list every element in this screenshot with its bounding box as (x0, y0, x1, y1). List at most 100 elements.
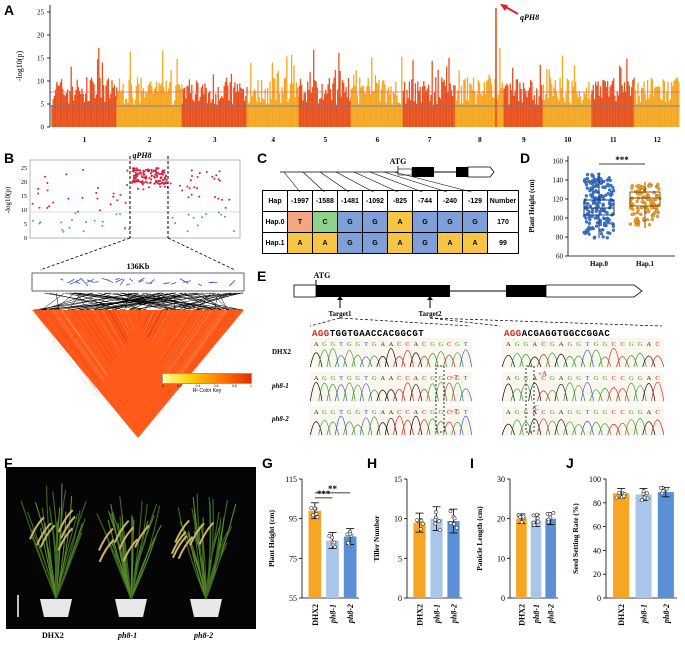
chromosome-label: 3 (213, 136, 217, 144)
chromatogram-peak (409, 384, 423, 402)
chromatogram-peak (501, 354, 515, 368)
base-call: C (447, 375, 451, 382)
base-call: C (397, 341, 401, 348)
base-call: G (567, 375, 572, 382)
hap-header-cell: Number (487, 190, 519, 212)
hap-cell: G (362, 211, 388, 233)
chromatogram-peak (434, 351, 448, 368)
d-tick-label: 140 (553, 177, 564, 185)
ld-texture-line (167, 309, 212, 374)
d-point-hap0 (587, 179, 591, 184)
ld-link (49, 292, 125, 311)
chromatogram-peak (589, 349, 603, 368)
ref-seq2-rest: ACGAGGTGGCCGGAC (522, 329, 611, 339)
panel-label-c: C (257, 150, 268, 166)
d-point-hap0 (584, 194, 589, 198)
gene-mark (138, 279, 144, 283)
snp-connector-lines (283, 171, 472, 193)
d-point-hap0 (607, 221, 611, 225)
ld-texture-line (51, 309, 104, 383)
mut-box-2 (525, 365, 535, 433)
gene-mark (86, 279, 95, 283)
base-call: T (339, 409, 343, 416)
region-point (150, 170, 153, 173)
region-point (220, 213, 223, 216)
hap-header-cell: -129 (462, 190, 488, 212)
chromatogram-peak (510, 419, 524, 436)
chromatogram-peak (616, 388, 629, 402)
region-point (186, 230, 189, 233)
region-point (141, 176, 144, 179)
d-point-hap1 (653, 211, 657, 215)
base-call: C (397, 375, 401, 382)
e-atg-label: ATG (314, 271, 331, 280)
hap-cell: G (337, 211, 363, 233)
gene-mark (183, 280, 192, 283)
region-point (159, 185, 162, 188)
base-call: G (347, 341, 352, 348)
base-call: C (541, 341, 545, 348)
ld-link (70, 292, 175, 311)
region-point (134, 173, 137, 176)
region-point (62, 230, 65, 233)
panicle (98, 527, 114, 551)
chromatogram-peak (580, 349, 594, 368)
d-point-hap1 (646, 197, 650, 202)
region-point (218, 179, 221, 182)
chromatogram-peak (642, 355, 656, 368)
data-point (642, 495, 647, 500)
base-call: G (629, 375, 634, 382)
region-point (65, 173, 68, 176)
base-call: T (585, 341, 589, 348)
region-point (116, 199, 119, 202)
chromatogram-peak (563, 382, 577, 402)
y-tick-label: 25 (37, 9, 45, 17)
d-point-hap0 (608, 193, 613, 198)
chromatogram-peak (401, 350, 414, 368)
hap-cell: A (387, 232, 413, 254)
gene-track-marks (60, 277, 236, 287)
chromatogram-peak (459, 388, 473, 402)
d-point-hap0 (607, 188, 612, 192)
base-call: G (355, 375, 360, 382)
base-call: G (322, 375, 327, 382)
hap-cell: Hap.0 (262, 211, 288, 233)
chromatogram-peak (401, 382, 414, 402)
ld-link (98, 292, 232, 311)
boxplot-d: 60 80 100 120 140 160 Plant Height (cm) *** H… (528, 155, 675, 268)
region-point (133, 167, 136, 170)
region-point (147, 168, 150, 171)
d-point-hap0 (584, 220, 589, 224)
ld-link (117, 292, 138, 311)
region-point (136, 172, 139, 175)
ld-texture-line (97, 309, 123, 349)
ld-texture-line (149, 309, 168, 342)
gene-mark (106, 279, 114, 283)
region-point (60, 221, 63, 224)
peak-label: qPH8 (520, 13, 539, 22)
base-call: G (567, 341, 572, 348)
chromatogram-peak (434, 381, 448, 402)
region-point (217, 197, 220, 200)
region-point (99, 209, 101, 212)
ld-key-label: R² Color Key (192, 388, 222, 394)
base-call: T (364, 409, 368, 416)
d-point-hap1 (647, 223, 652, 227)
region-point (134, 171, 137, 174)
region-point (97, 187, 99, 189)
ld-key-tick: 0 (162, 384, 164, 388)
y-tick-label: 0 (597, 594, 601, 603)
ld-texture-line (108, 309, 127, 342)
d-point-hap0 (607, 176, 611, 180)
x-tick-label: ph8-1 (640, 604, 649, 624)
ld-link (196, 292, 211, 311)
d-tick-label: 80 (556, 234, 564, 242)
region-point (205, 171, 208, 173)
region-point (155, 168, 157, 171)
bar-chart-h: 0 5 10 15 Tiller Number DHX2 ph8-1 ph8-2 (372, 475, 462, 626)
y-axis-label: Plant Height (cm) (267, 509, 276, 567)
chromatogram-peak (443, 354, 456, 368)
base-call: G (594, 409, 599, 416)
region-point (189, 179, 192, 182)
